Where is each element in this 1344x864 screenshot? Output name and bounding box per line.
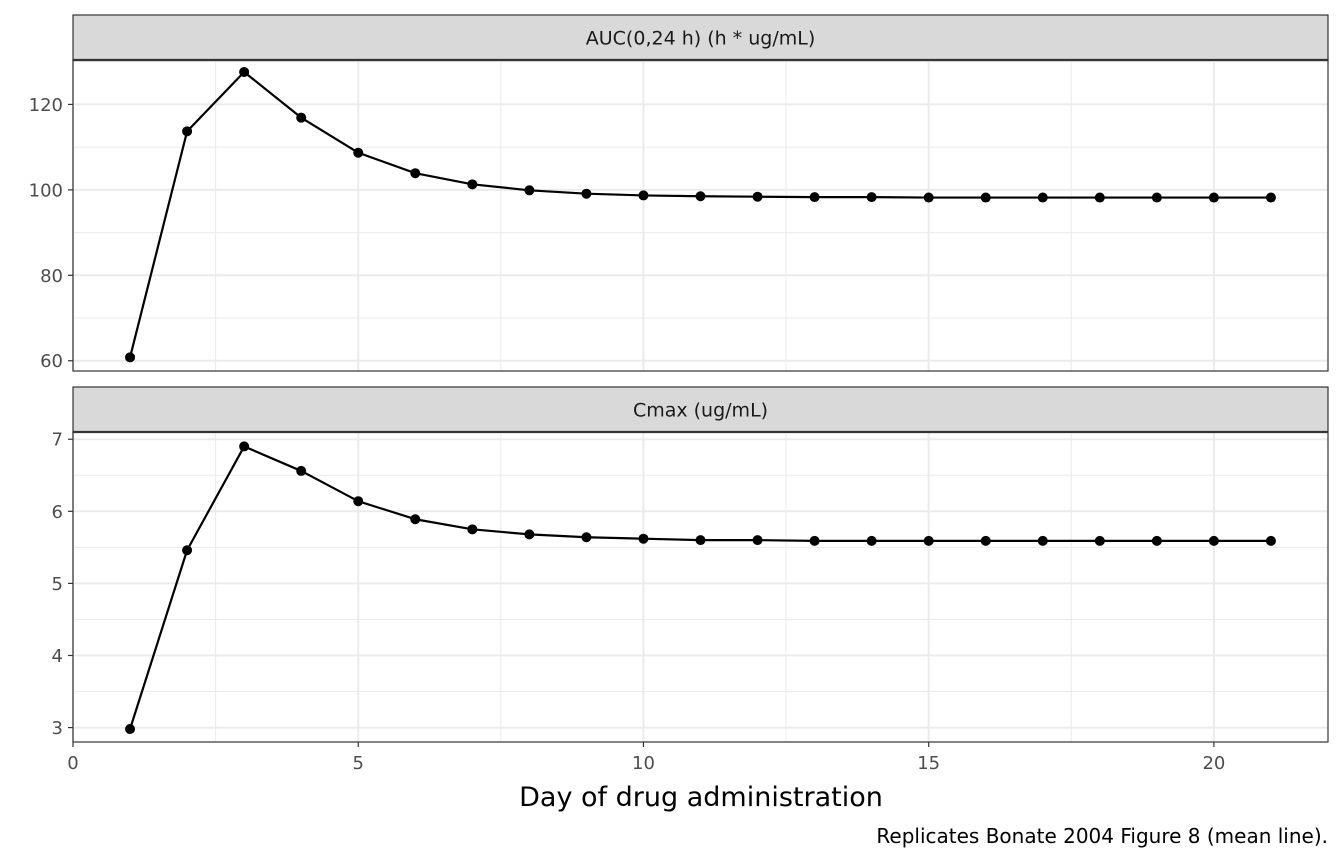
data-point bbox=[695, 191, 706, 202]
data-point bbox=[638, 533, 649, 544]
data-point bbox=[1265, 192, 1276, 203]
data-point bbox=[1037, 535, 1048, 546]
data-point bbox=[410, 168, 421, 179]
x-tick-label: 15 bbox=[917, 753, 940, 774]
data-point bbox=[524, 185, 535, 196]
data-point bbox=[524, 529, 535, 540]
data-point bbox=[752, 191, 763, 202]
y-tick-label: 120 bbox=[29, 95, 63, 116]
data-point bbox=[1208, 192, 1219, 203]
panel-background bbox=[73, 60, 1328, 371]
data-point bbox=[638, 190, 649, 201]
data-point bbox=[1037, 192, 1048, 203]
data-point bbox=[980, 535, 991, 546]
data-point bbox=[809, 535, 820, 546]
x-axis-title: Day of drug administration bbox=[519, 782, 883, 813]
data-point bbox=[752, 535, 763, 546]
data-point bbox=[866, 192, 877, 203]
panel-1: 60 80 100 120 AUC(0,24 h) (h * ug/mL) bbox=[29, 14, 1329, 372]
x-tick-label: 20 bbox=[1202, 753, 1225, 774]
data-point bbox=[695, 535, 706, 546]
facet-strip bbox=[72, 14, 1329, 61]
data-point bbox=[296, 465, 307, 476]
data-point bbox=[866, 535, 877, 546]
facet-strip bbox=[72, 386, 1329, 433]
y-tick-label: 100 bbox=[29, 180, 63, 201]
x-tick-label: 5 bbox=[353, 753, 364, 774]
data-point bbox=[353, 496, 364, 507]
y-tick-label: 5 bbox=[52, 574, 63, 595]
data-point bbox=[923, 535, 934, 546]
x-tick-label: 0 bbox=[67, 753, 78, 774]
y-tick-label: 6 bbox=[52, 502, 63, 523]
panels-layer: 60 80 100 120 AUC(0,24 h) (h * ug/mL) 3 4 5 6 7 Cm… bbox=[29, 14, 1329, 743]
data-point bbox=[125, 352, 136, 363]
data-point bbox=[239, 441, 250, 452]
data-point bbox=[1151, 535, 1162, 546]
y-tick-label: 60 bbox=[40, 351, 63, 372]
data-point bbox=[809, 192, 820, 203]
data-point bbox=[581, 188, 592, 199]
y-tick-label: 7 bbox=[52, 430, 63, 451]
data-point bbox=[353, 147, 364, 158]
x-axis: 0 5 10 15 20 bbox=[67, 742, 1225, 774]
y-tick-label: 3 bbox=[52, 718, 63, 739]
data-point bbox=[296, 112, 307, 123]
data-point bbox=[467, 524, 478, 535]
data-point bbox=[980, 192, 991, 203]
facet-strip-label: Cmax (ug/mL) bbox=[633, 400, 768, 422]
data-point bbox=[467, 179, 478, 190]
data-point bbox=[581, 532, 592, 543]
data-point bbox=[239, 66, 250, 77]
data-point bbox=[182, 126, 193, 137]
chart-caption: Replicates Bonate 2004 Figure 8 (mean li… bbox=[876, 824, 1328, 848]
data-point bbox=[1094, 192, 1105, 203]
data-point bbox=[1265, 535, 1276, 546]
facet-strip-label: AUC(0,24 h) (h * ug/mL) bbox=[586, 28, 815, 50]
data-point bbox=[125, 724, 136, 735]
panel-background bbox=[73, 432, 1328, 742]
data-point bbox=[1208, 535, 1219, 546]
panel-2: 3 4 5 6 7 Cmax (ug/mL) bbox=[52, 386, 1329, 743]
data-point bbox=[182, 545, 193, 556]
x-tick-label: 10 bbox=[632, 753, 655, 774]
y-tick-label: 80 bbox=[40, 266, 63, 287]
data-point bbox=[1151, 192, 1162, 203]
data-point bbox=[923, 192, 934, 203]
data-point bbox=[1094, 535, 1105, 546]
y-tick-label: 4 bbox=[52, 646, 63, 667]
data-point bbox=[410, 514, 421, 525]
